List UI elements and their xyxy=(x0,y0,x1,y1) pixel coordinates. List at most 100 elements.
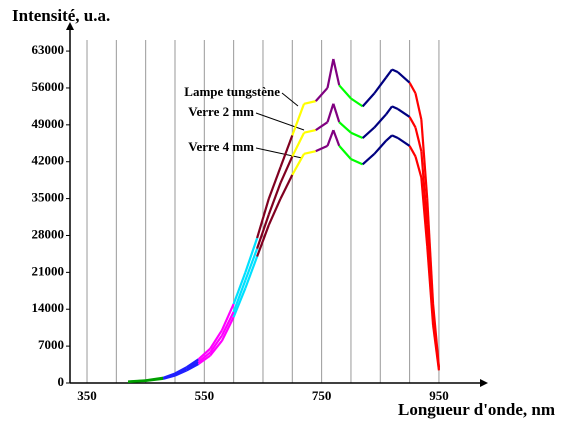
line-segment xyxy=(408,116,417,129)
line-segment xyxy=(326,103,335,123)
line-segment xyxy=(244,256,259,289)
leader xyxy=(281,92,299,107)
line-segment xyxy=(332,103,341,123)
line-segment xyxy=(162,374,176,380)
line-segment xyxy=(267,166,282,199)
line-segment xyxy=(244,237,259,273)
line-segment xyxy=(186,360,200,370)
line-segment xyxy=(408,145,417,157)
x-arrow xyxy=(480,379,488,387)
line-segment xyxy=(361,152,376,166)
line-segment xyxy=(315,144,328,153)
line-segment xyxy=(391,105,399,111)
series-label: Lampe tungstène xyxy=(184,84,280,99)
line-segment xyxy=(397,137,411,147)
line-segment xyxy=(397,108,411,118)
line-segment xyxy=(279,156,294,184)
line-segment xyxy=(391,68,399,74)
y-tick-label: 63000 xyxy=(32,42,65,57)
line-segment xyxy=(414,127,423,152)
line-segment xyxy=(414,92,423,120)
y-tick-label: 14000 xyxy=(32,300,65,315)
line-segment xyxy=(279,134,294,168)
line-segment xyxy=(303,100,317,105)
line-segment xyxy=(232,287,247,318)
x-axis-title: Longueur d'onde, nm xyxy=(398,400,555,419)
line-segment xyxy=(186,358,200,369)
x-tick-label: 950 xyxy=(429,388,449,403)
line-segment xyxy=(145,377,164,382)
line-segment xyxy=(197,347,211,361)
line-segment xyxy=(414,156,423,178)
line-segment xyxy=(303,129,317,134)
line-segment xyxy=(350,97,364,108)
line-segment xyxy=(291,132,306,157)
line-segment xyxy=(256,224,270,257)
line-segment xyxy=(373,76,388,94)
line-segment xyxy=(197,354,211,365)
line-segment xyxy=(326,58,335,89)
line-segment xyxy=(314,87,329,102)
line-segment xyxy=(220,311,235,337)
y-tick-label: 0 xyxy=(58,374,65,389)
line-segment xyxy=(361,92,376,108)
line-segment xyxy=(426,245,435,326)
line-segment xyxy=(267,182,282,215)
line-segment xyxy=(332,129,341,147)
leader xyxy=(255,147,303,159)
line-segment xyxy=(209,329,223,350)
line-segment xyxy=(338,84,352,100)
line-segment xyxy=(420,177,429,247)
line-segment xyxy=(220,303,235,331)
y-tick-label: 49000 xyxy=(32,116,65,131)
line-segment xyxy=(244,248,259,281)
line-segment xyxy=(128,379,146,384)
x-tick-label: 350 xyxy=(77,388,97,403)
x-tick-label: 750 xyxy=(312,388,332,403)
y-tick-label: 42000 xyxy=(32,153,65,168)
series-label: Verre 2 mm xyxy=(188,104,254,119)
line-segment xyxy=(256,198,270,239)
line-segment xyxy=(220,316,235,342)
line-segment xyxy=(420,151,429,226)
line-segment xyxy=(303,150,317,155)
y-tick-label: 7000 xyxy=(38,337,64,352)
line-segment xyxy=(332,58,341,86)
line-segment xyxy=(209,340,223,357)
line-segment xyxy=(420,119,429,199)
line-segment xyxy=(391,134,399,140)
line-segment xyxy=(186,363,199,372)
x-tick-label: 550 xyxy=(195,388,215,403)
line-segment xyxy=(338,145,352,160)
line-segment xyxy=(408,82,417,94)
line-segment xyxy=(279,174,294,200)
y-tick-label: 35000 xyxy=(32,190,65,205)
line-segment xyxy=(256,214,270,250)
line-segment xyxy=(431,324,441,371)
line-segment xyxy=(338,121,352,134)
line-segment xyxy=(373,139,387,155)
series-label: Verre 4 mm xyxy=(188,139,254,154)
line-segment xyxy=(197,351,211,363)
line-segment xyxy=(291,153,305,176)
y-tick-label: 21000 xyxy=(32,263,65,278)
line-segment xyxy=(174,369,188,377)
y-tick-label: 56000 xyxy=(32,79,65,94)
line-segment xyxy=(350,158,364,166)
y-arrow xyxy=(66,22,74,30)
line-segment xyxy=(315,121,329,132)
line-segment xyxy=(326,129,335,147)
line-segment xyxy=(350,131,364,140)
line-segment xyxy=(373,113,387,129)
y-tick-label: 28000 xyxy=(32,226,65,241)
line-segment xyxy=(385,105,393,115)
line-segment xyxy=(291,103,306,136)
line-segment xyxy=(385,68,393,79)
line-segment xyxy=(385,134,393,142)
line-segment xyxy=(361,126,376,139)
y-axis-title: Intensité, u.a. xyxy=(12,6,110,25)
line-segment xyxy=(232,271,247,305)
line-segment xyxy=(209,334,223,354)
line-segment xyxy=(232,279,247,313)
